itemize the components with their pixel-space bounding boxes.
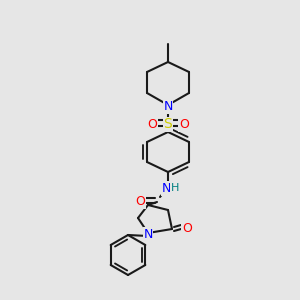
Text: O: O xyxy=(179,118,189,131)
Text: N: N xyxy=(161,182,171,195)
Text: S: S xyxy=(164,118,172,131)
Text: O: O xyxy=(182,222,192,235)
Text: H: H xyxy=(171,183,179,193)
Text: N: N xyxy=(143,228,153,241)
Text: N: N xyxy=(163,100,173,113)
Text: O: O xyxy=(147,118,157,131)
Text: O: O xyxy=(135,195,145,208)
